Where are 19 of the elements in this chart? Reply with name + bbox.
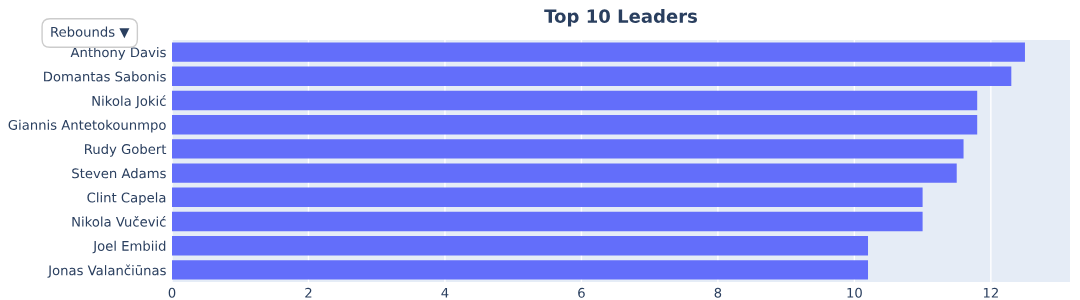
x-tick-label: 0 (168, 287, 176, 298)
y-tick-label: Nikola Vučević (72, 215, 166, 227)
x-tick-label: 12 (983, 287, 998, 298)
chart-title: Top 10 Leaders (544, 9, 697, 27)
y-tick-label: Rudy Gobert (85, 143, 167, 157)
y-tick-label: Domantas Sabonis (44, 71, 166, 82)
x-tick-label: 4 (441, 287, 449, 298)
x-tick-label: 10 (847, 287, 862, 298)
y-tick-label: Anthony Davis (70, 47, 166, 60)
y-tick-label: Jonas Valančiūnas (47, 264, 166, 278)
y-tick-label: Nikola Jokić (92, 95, 166, 109)
y-tick-label: Joel Embiid (92, 240, 166, 254)
x-tick-label: 8 (714, 287, 722, 298)
text: Rebounds ▼ (51, 26, 130, 39)
y-tick-label: Giannis Antetokounmpo (8, 119, 166, 133)
x-tick-label: 2 (305, 287, 312, 298)
x-tick-label: 6 (578, 287, 585, 298)
y-tick-label: Clint Capela (87, 192, 166, 206)
y-tick-label: Steven Adams (72, 168, 166, 179)
